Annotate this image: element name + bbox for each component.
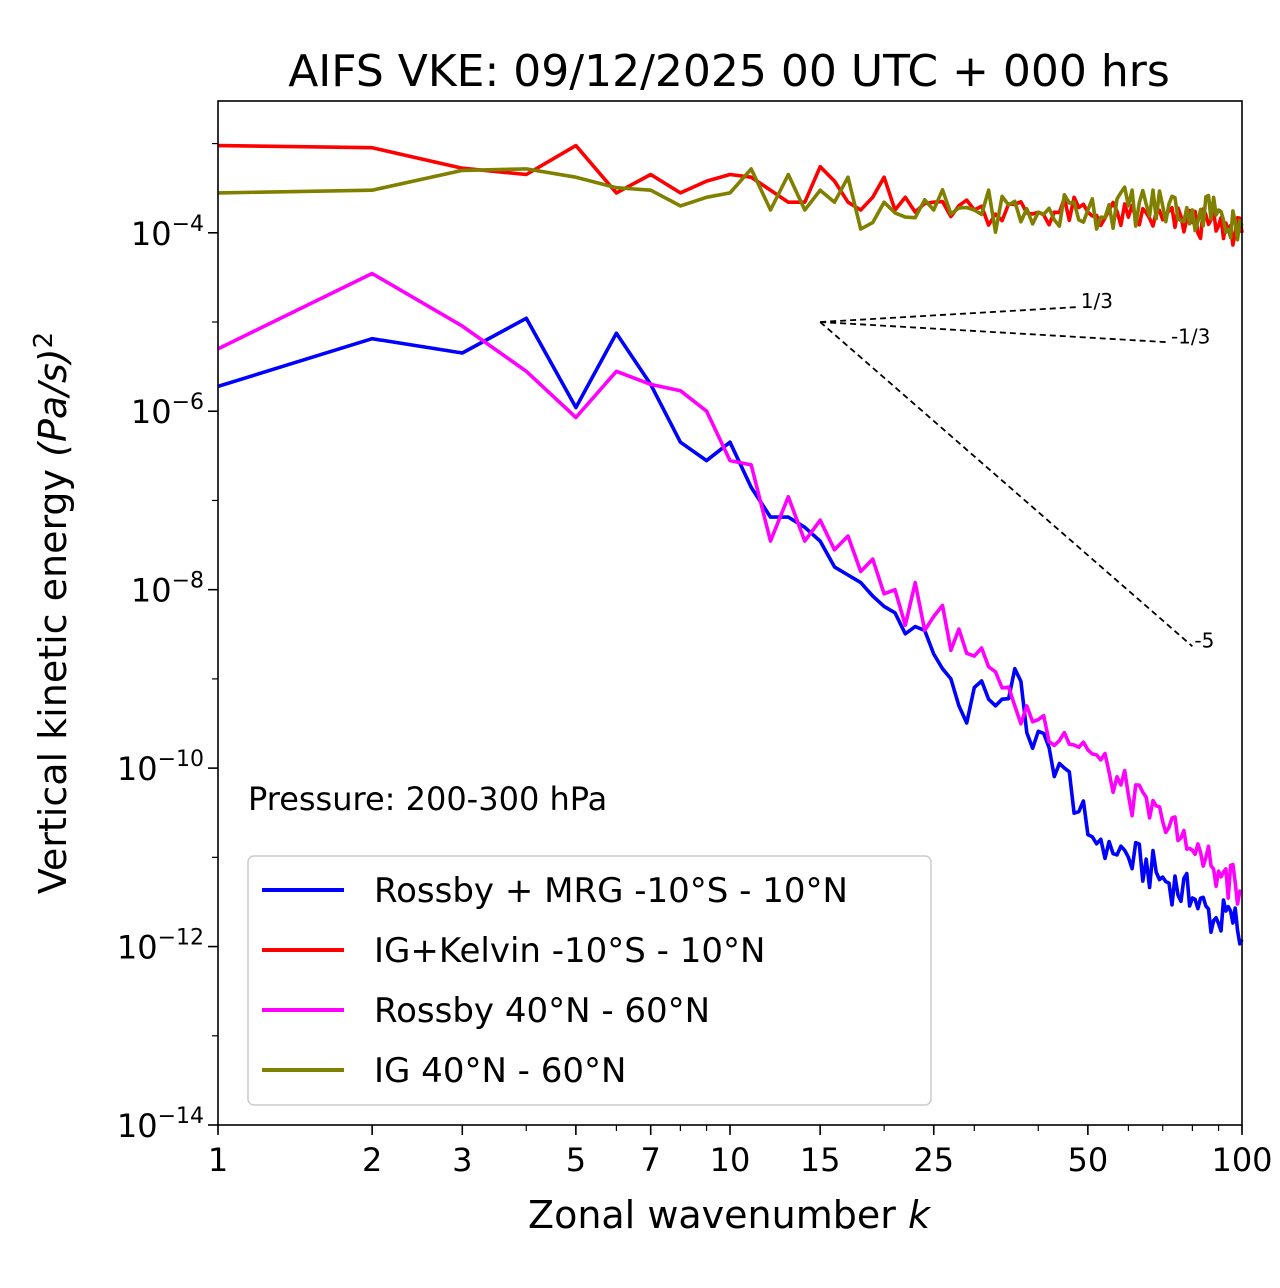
reference-slope-label: 1/3 [1081,289,1113,313]
series-lines [217,143,1244,946]
reference-slope-line [820,321,1170,344]
reference-slope-label: -1/3 [1171,324,1210,348]
y-tick-base: 10 [131,215,172,253]
y-tick-label: 10−10 [117,747,204,788]
reference-slope-line [820,306,1079,323]
y-axis-label: Vertical kinetic energy (Pa/s)2 [29,332,75,894]
pressure-annotation: Pressure: 200-300 hPa [248,780,607,818]
series-line [217,271,1244,906]
x-axis-label-var: k [908,1193,932,1237]
reference-slope-lines: 1/3 -1/3 -5 [819,289,1214,652]
y-tick-exponent: −10 [158,747,204,772]
y-tick-base: 10 [117,750,158,788]
series-line [217,143,1244,247]
legend: Rossby + MRG -10°S - 10°N IG+Kelvin -10°S… [247,855,932,1106]
y-tick-label: 10−14 [117,1104,204,1145]
y-tick-label: 10−12 [117,926,204,967]
chart-title: AIFS VKE: 09/12/2025 00 UTC + 000 hrs [288,46,1170,97]
x-tick-label: 3 [452,1141,472,1179]
y-tick-exponent: −8 [172,569,204,594]
x-tick-label: 100 [1211,1141,1272,1179]
y-tick-label: 10−6 [131,390,204,431]
x-tick-label: 1 [208,1141,228,1179]
x-axis-label: Zonal wavenumber k [528,1193,932,1237]
y-axis-label-exponent: 2 [29,332,59,349]
legend-label: Rossby + MRG -10°S - 10°N [374,871,848,911]
legend-box [247,855,932,1106]
x-tick-label: 7 [641,1141,661,1179]
y-axis-label-units: (Pa/s) [31,348,75,456]
series-line [217,167,1244,242]
series-line [217,316,1244,946]
y-tick-exponent: −6 [172,390,204,415]
x-axis: 1 2 3 5 7 10 15 25 50 100 [208,1125,1273,1179]
y-axis-label-text: Vertical kinetic energy [31,469,75,894]
x-tick-label: 10 [710,1141,751,1179]
x-tick-label: 15 [800,1141,841,1179]
y-tick-base: 10 [117,1107,158,1145]
y-tick-exponent: −14 [158,1104,204,1129]
legend-label: IG+Kelvin -10°S - 10°N [374,931,765,971]
y-tick-label: 10−8 [131,569,204,610]
x-tick-label: 50 [1068,1141,1109,1179]
y-tick-base: 10 [131,393,172,431]
x-tick-label: 2 [362,1141,382,1179]
x-tick-label: 25 [913,1141,954,1179]
x-tick-label: 5 [566,1141,586,1179]
reference-slope-label: -5 [1194,628,1214,652]
legend-label: Rossby 40°N - 60°N [374,991,710,1031]
y-tick-base: 10 [117,929,158,967]
reference-slope-line [819,321,1193,648]
legend-label: IG 40°N - 60°N [374,1051,626,1091]
y-tick-exponent: −4 [172,212,204,237]
y-tick-base: 10 [131,572,172,610]
y-tick-exponent: −12 [158,926,204,951]
y-tick-label: 10−4 [131,212,204,253]
x-axis-label-text: Zonal wavenumber [528,1193,896,1237]
